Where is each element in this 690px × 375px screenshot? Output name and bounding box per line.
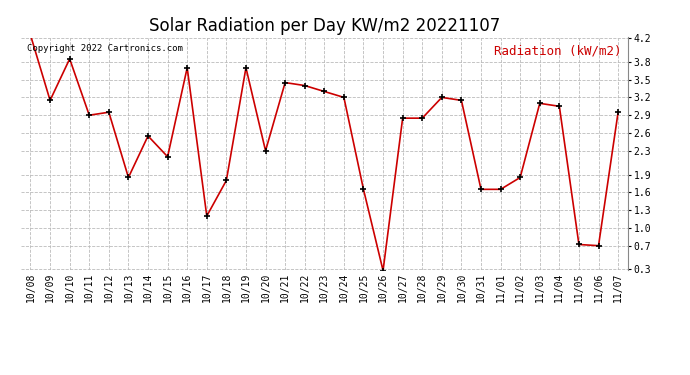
Title: Solar Radiation per Day KW/m2 20221107: Solar Radiation per Day KW/m2 20221107 [148, 16, 500, 34]
Text: Copyright 2022 Cartronics.com: Copyright 2022 Cartronics.com [27, 45, 183, 54]
Text: Radiation (kW/m2): Radiation (kW/m2) [494, 45, 622, 57]
